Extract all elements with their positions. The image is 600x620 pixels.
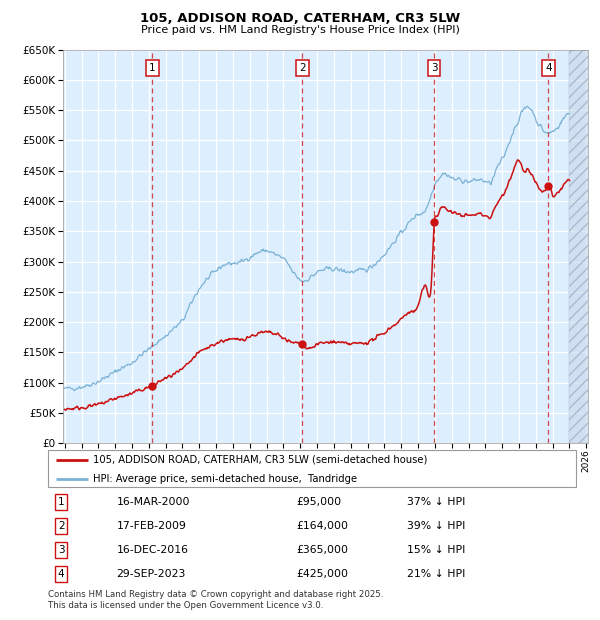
Text: 2: 2 xyxy=(58,521,65,531)
Text: 105, ADDISON ROAD, CATERHAM, CR3 5LW: 105, ADDISON ROAD, CATERHAM, CR3 5LW xyxy=(140,12,460,25)
Text: 21% ↓ HPI: 21% ↓ HPI xyxy=(407,569,466,579)
Text: 4: 4 xyxy=(545,63,551,73)
Text: £164,000: £164,000 xyxy=(296,521,348,531)
Text: 1: 1 xyxy=(58,497,65,507)
Text: 37% ↓ HPI: 37% ↓ HPI xyxy=(407,497,466,507)
Text: 3: 3 xyxy=(431,63,437,73)
Bar xyxy=(569,50,590,443)
Text: 16-MAR-2000: 16-MAR-2000 xyxy=(116,497,190,507)
Text: 29-SEP-2023: 29-SEP-2023 xyxy=(116,569,186,579)
Text: £95,000: £95,000 xyxy=(296,497,341,507)
Text: Contains HM Land Registry data © Crown copyright and database right 2025.
This d: Contains HM Land Registry data © Crown c… xyxy=(48,590,383,609)
Text: 39% ↓ HPI: 39% ↓ HPI xyxy=(407,521,466,531)
Text: £365,000: £365,000 xyxy=(296,545,348,555)
FancyBboxPatch shape xyxy=(48,450,576,487)
Text: HPI: Average price, semi-detached house,  Tandridge: HPI: Average price, semi-detached house,… xyxy=(93,474,357,484)
Text: £425,000: £425,000 xyxy=(296,569,348,579)
Text: 3: 3 xyxy=(58,545,65,555)
Text: 1: 1 xyxy=(149,63,155,73)
Text: 105, ADDISON ROAD, CATERHAM, CR3 5LW (semi-detached house): 105, ADDISON ROAD, CATERHAM, CR3 5LW (se… xyxy=(93,455,427,465)
Bar xyxy=(569,50,590,443)
Text: 2: 2 xyxy=(299,63,305,73)
Text: Price paid vs. HM Land Registry's House Price Index (HPI): Price paid vs. HM Land Registry's House … xyxy=(140,25,460,35)
Text: 17-FEB-2009: 17-FEB-2009 xyxy=(116,521,187,531)
Text: 4: 4 xyxy=(58,569,65,579)
Text: 16-DEC-2016: 16-DEC-2016 xyxy=(116,545,188,555)
Text: 15% ↓ HPI: 15% ↓ HPI xyxy=(407,545,466,555)
